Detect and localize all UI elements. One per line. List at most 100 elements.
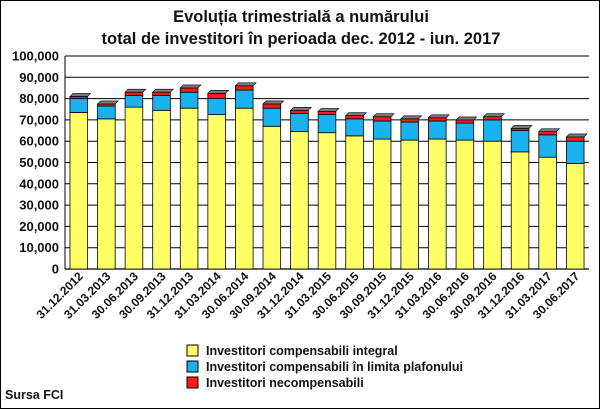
bar-segment: [455, 139, 475, 270]
bar-top-cap: [317, 108, 340, 112]
bar-segment: [235, 85, 254, 91]
bar-segment: [235, 107, 254, 270]
bar-segment: [428, 120, 447, 140]
bar-segment: [455, 122, 475, 141]
bar-segment: [483, 140, 502, 270]
bar-segment: [124, 91, 144, 96]
bar-segment: [317, 132, 337, 270]
legend-swatch: [186, 344, 199, 357]
bar-segment: [152, 109, 171, 270]
bar-top-cap: [455, 116, 478, 121]
bar-segment: [152, 95, 171, 111]
bar-top-cap: [482, 113, 506, 118]
legend-label: Investitori compensabili în limita plafo…: [206, 360, 463, 374]
bar-segment: [69, 112, 89, 270]
y-tick-label: 40,000: [19, 176, 59, 191]
bar-segment: [317, 110, 337, 115]
bar-segment: [69, 98, 89, 113]
bar-segment: [179, 107, 199, 270]
legend-label: Investitori necompensabili: [206, 376, 364, 390]
bar-top-cap: [345, 112, 368, 116]
y-tick-label: 60,000: [19, 134, 59, 149]
bar-segment: [483, 119, 502, 142]
bar-segment: [207, 92, 226, 99]
bar-segment: [207, 98, 226, 115]
bar-top-cap: [372, 113, 395, 118]
bar-segment: [400, 121, 419, 141]
bar-segment: [345, 115, 364, 120]
y-tick-label: 80,000: [19, 91, 59, 106]
bar-segment: [345, 135, 364, 270]
bar-segment: [152, 91, 171, 96]
y-axis: 0 10,000 20,000 30,000 40,000 50,000 60,000 70,…: [12, 49, 589, 277]
y-tick-label: 100,000: [12, 49, 59, 64]
y-tick-label: 50,000: [19, 155, 59, 170]
bar-segment: [372, 120, 392, 140]
bar-top-cap: [427, 114, 450, 119]
bar-top-cap: [69, 93, 92, 97]
bar-segment: [510, 130, 530, 153]
bar-segment: [372, 116, 392, 122]
y-tick-label: 90,000: [19, 70, 59, 85]
y-tick-label: 20,000: [19, 219, 59, 234]
y-tick-label: 0: [52, 262, 59, 277]
bar-segment: [455, 119, 475, 124]
bar-segment: [565, 136, 585, 142]
bar-segment: [290, 131, 309, 270]
bar-segment: [262, 103, 282, 109]
bar-segment: [565, 163, 585, 270]
legend-label: Investitori compensabili integral: [206, 344, 398, 358]
y-tick-label: 30,000: [19, 198, 59, 213]
legend-swatch: [186, 376, 199, 389]
bar-segment: [69, 96, 89, 100]
bar-segment: [262, 125, 282, 270]
bar-segment: [538, 131, 557, 136]
bar-segment: [372, 138, 392, 270]
bar-segment: [124, 95, 144, 108]
bar-segment: [565, 140, 585, 164]
bar-top-cap: [262, 100, 285, 105]
bar-segment: [97, 105, 116, 120]
bar-segment: [97, 118, 116, 270]
bar-segment: [124, 106, 144, 270]
bar-top-cap: [124, 88, 147, 93]
bar-segment: [510, 151, 530, 270]
bar-top-cap: [538, 128, 561, 132]
bar-segment: [290, 113, 309, 133]
bar-top-cap: [96, 100, 119, 105]
bar-top-cap: [234, 82, 257, 87]
bar-segment: [538, 134, 557, 158]
bar-top-cap: [400, 115, 423, 120]
bar-segment: [290, 109, 309, 114]
chart-title: Evoluția trimestrială a numărului total …: [102, 8, 501, 48]
bar-segment: [235, 89, 254, 109]
y-tick-label: 10,000: [19, 240, 59, 255]
bar-top-cap: [207, 89, 230, 94]
bar-segment: [428, 117, 447, 122]
chart-title-line-1: Evoluția trimestrială a numărului: [173, 8, 429, 26]
x-axis: 31.12.201231.03.201330.06.201330.09.2013…: [34, 269, 583, 322]
bar-segment: [345, 118, 364, 137]
bar-segment: [483, 116, 502, 121]
bar-segment: [179, 91, 199, 109]
bar-top-cap: [565, 133, 588, 138]
bar-segment: [207, 114, 226, 270]
bar-top-cap: [179, 84, 202, 89]
bar-segment: [262, 107, 282, 127]
bar-segment: [179, 87, 199, 93]
bar-top-cap: [289, 107, 312, 111]
bar-top-cap: [510, 125, 533, 129]
bar-segment: [317, 114, 337, 134]
bar-segment: [400, 139, 419, 270]
y-tick-label: 70,000: [19, 112, 59, 127]
legend-swatch: [186, 360, 199, 373]
bar-segment: [97, 103, 116, 107]
bar-segment: [400, 118, 419, 123]
bar-segment: [538, 156, 557, 270]
bar-segment: [428, 138, 447, 270]
source-note: Sursa FCI: [5, 388, 63, 402]
chart-title-line-2: total de investitori în perioada dec. 20…: [102, 30, 501, 48]
bar-segment: [510, 128, 530, 131]
